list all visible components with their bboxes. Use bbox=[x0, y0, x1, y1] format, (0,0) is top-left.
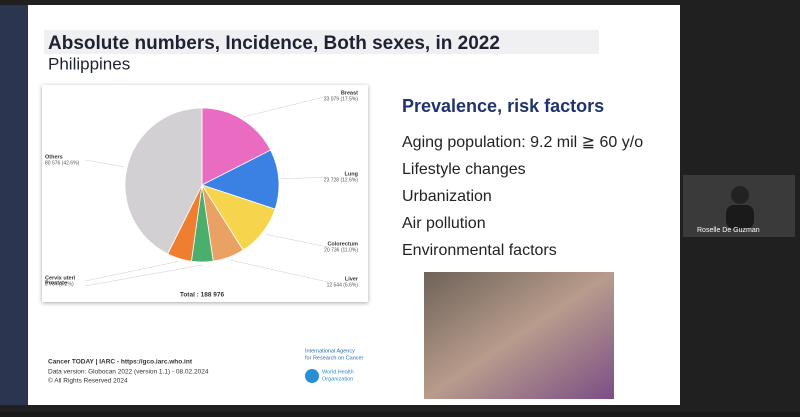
agency-text: for Research on Cancer bbox=[305, 355, 364, 361]
who-logo bbox=[305, 369, 319, 383]
slide-subtitle: Philippines bbox=[48, 54, 130, 73]
slice-label: Breast bbox=[341, 90, 358, 96]
agency-text: World Health bbox=[322, 369, 354, 375]
participant-head bbox=[731, 186, 749, 204]
photo bbox=[424, 272, 614, 399]
slice-value-label: 33 079 (17.5%) bbox=[324, 96, 359, 102]
agency-text: International Agency bbox=[305, 348, 355, 354]
leader-line bbox=[84, 261, 179, 282]
slice-label: Cervix uteri bbox=[45, 275, 76, 281]
footer-line: Cancer TODAY | IARC - https://gco.iarc.w… bbox=[48, 359, 193, 366]
slice-value-label: 9 764 (5.2%) bbox=[45, 281, 74, 287]
bullet: Aging population: 9.2 mil ≧ 60 y/o bbox=[402, 134, 643, 151]
footer-line: © All Rights Reserved 2024 bbox=[48, 377, 128, 385]
leader-line bbox=[229, 259, 329, 283]
agency-text: Organization bbox=[322, 376, 353, 382]
participant-body bbox=[726, 205, 754, 229]
bullet: Environmental factors bbox=[402, 242, 557, 259]
pie-slice bbox=[124, 107, 203, 255]
slice-value-label: 23 728 (12.6%) bbox=[324, 177, 359, 183]
pie-slice bbox=[201, 107, 272, 186]
leader-line bbox=[265, 233, 329, 248]
bullets: Aging population: 9.2 mil ≧ 60 y/o Lifest… bbox=[402, 134, 643, 259]
side-strip bbox=[0, 5, 28, 405]
title-band bbox=[44, 30, 599, 54]
slice-value-label: 80 576 (42.6%) bbox=[45, 160, 80, 166]
participant-name: Roselle De Guzman bbox=[697, 227, 760, 234]
bullet: Lifestyle changes bbox=[402, 161, 526, 178]
pie-slice bbox=[200, 149, 280, 210]
leader-line bbox=[243, 95, 329, 118]
footer-line: Data version: Globocan 2022 (version 1.1… bbox=[48, 369, 209, 376]
bullet: Urbanization bbox=[402, 188, 492, 205]
slice-label: Lung bbox=[345, 171, 358, 177]
leader-line bbox=[84, 159, 125, 167]
slice-label: Colorectum bbox=[327, 241, 358, 247]
leader-line bbox=[281, 176, 329, 180]
slice-value-label: 12 544 (6.6%) bbox=[327, 282, 359, 288]
total-label: Total : 188 976 bbox=[180, 292, 225, 299]
slice-label: Liver bbox=[345, 276, 359, 282]
slice-label: Others bbox=[45, 154, 63, 160]
slice-label: Prostate bbox=[45, 280, 67, 286]
heading: Prevalence, risk factors bbox=[402, 96, 604, 116]
leader-line bbox=[84, 264, 203, 287]
bullet: Air pollution bbox=[402, 215, 486, 232]
slide-title: Absolute numbers, Incidence, Both sexes,… bbox=[48, 33, 500, 54]
slice-value-label: 20 736 (11.0%) bbox=[324, 247, 358, 253]
